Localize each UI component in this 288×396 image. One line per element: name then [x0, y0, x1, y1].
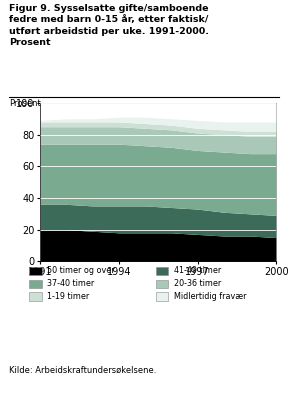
Text: Kilde: Arbeidskraftundersøkelsene.: Kilde: Arbeidskraftundersøkelsene.	[9, 365, 156, 374]
Text: 37-40 timer: 37-40 timer	[47, 280, 94, 288]
Text: 41-49 timer: 41-49 timer	[174, 267, 221, 275]
Text: Prosent: Prosent	[9, 99, 40, 108]
Text: Midlertidig fravær: Midlertidig fravær	[174, 292, 246, 301]
Text: 1-19 timer: 1-19 timer	[47, 292, 89, 301]
Text: 20-36 timer: 20-36 timer	[174, 280, 221, 288]
Text: Figur 9. Sysselsatte gifte/samboende
fedre med barn 0-15 år, etter faktisk/
utfø: Figur 9. Sysselsatte gifte/samboende fed…	[9, 4, 209, 47]
Text: 50 timer og over: 50 timer og over	[47, 267, 115, 275]
